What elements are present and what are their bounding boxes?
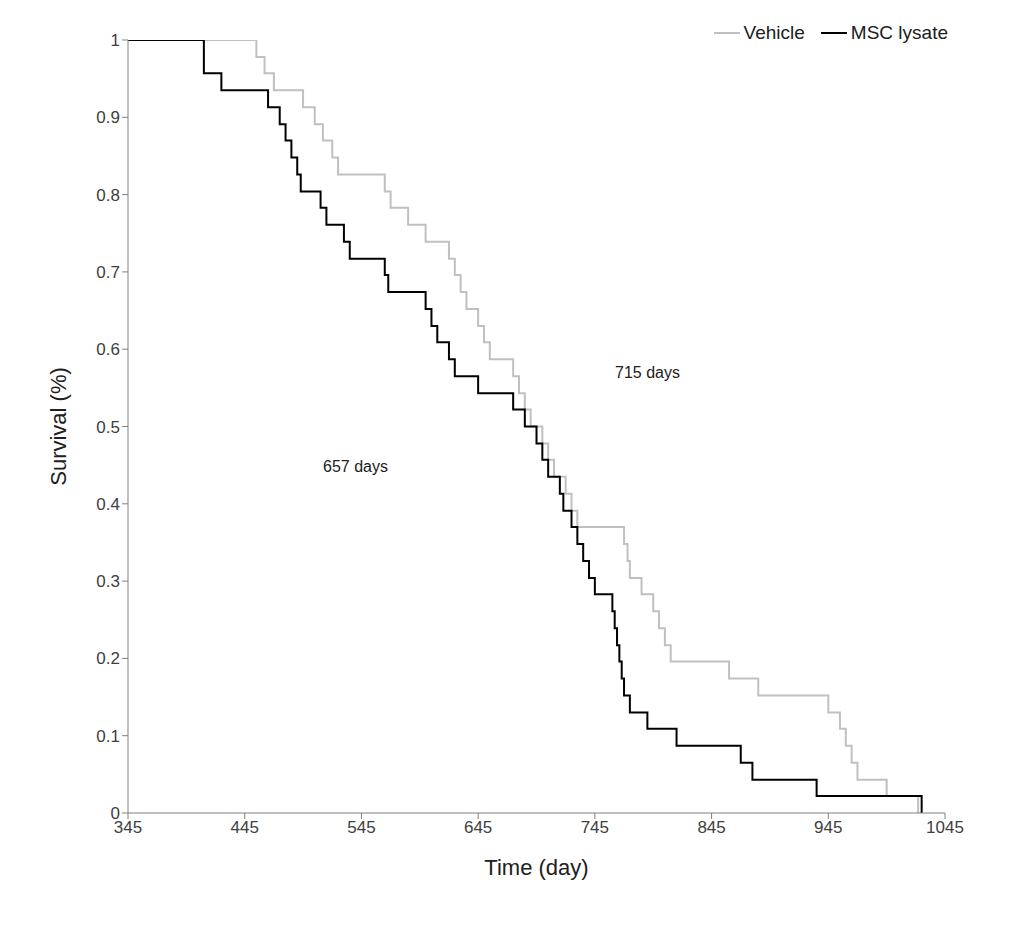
svg-text:0.5: 0.5: [96, 418, 120, 437]
svg-text:0.4: 0.4: [96, 495, 120, 514]
svg-text:0.9: 0.9: [96, 108, 120, 127]
html-text:657 days: 657 days: [323, 458, 388, 475]
svg-text:0: 0: [111, 804, 120, 823]
svg-text:945: 945: [814, 818, 842, 837]
svg-text:0.7: 0.7: [96, 263, 120, 282]
svg-text:Time (day): Time (day): [484, 855, 588, 880]
html-text:Vehicle: Vehicle: [743, 22, 805, 43]
svg-text:0.1: 0.1: [96, 727, 120, 746]
svg-text:645: 645: [464, 818, 492, 837]
svg-text:0.8: 0.8: [96, 186, 120, 205]
svg-text:745: 745: [581, 818, 609, 837]
svg-text:345: 345: [113, 818, 143, 838]
svg-text:445: 445: [231, 818, 259, 837]
html-text:MSC lysate: MSC lysate: [850, 22, 948, 43]
svg-text:1045: 1045: [926, 818, 964, 837]
svg-text:0.3: 0.3: [96, 572, 120, 591]
svg-text:Survival (%): Survival (%): [46, 367, 71, 486]
svg-text:1: 1: [111, 31, 120, 50]
svg-text:845: 845: [697, 818, 725, 837]
svg-text:545: 545: [347, 818, 375, 837]
html-text:715 days: 715 days: [615, 364, 680, 381]
svg-text:0.2: 0.2: [96, 649, 120, 668]
svg-text:0.6: 0.6: [96, 340, 120, 359]
